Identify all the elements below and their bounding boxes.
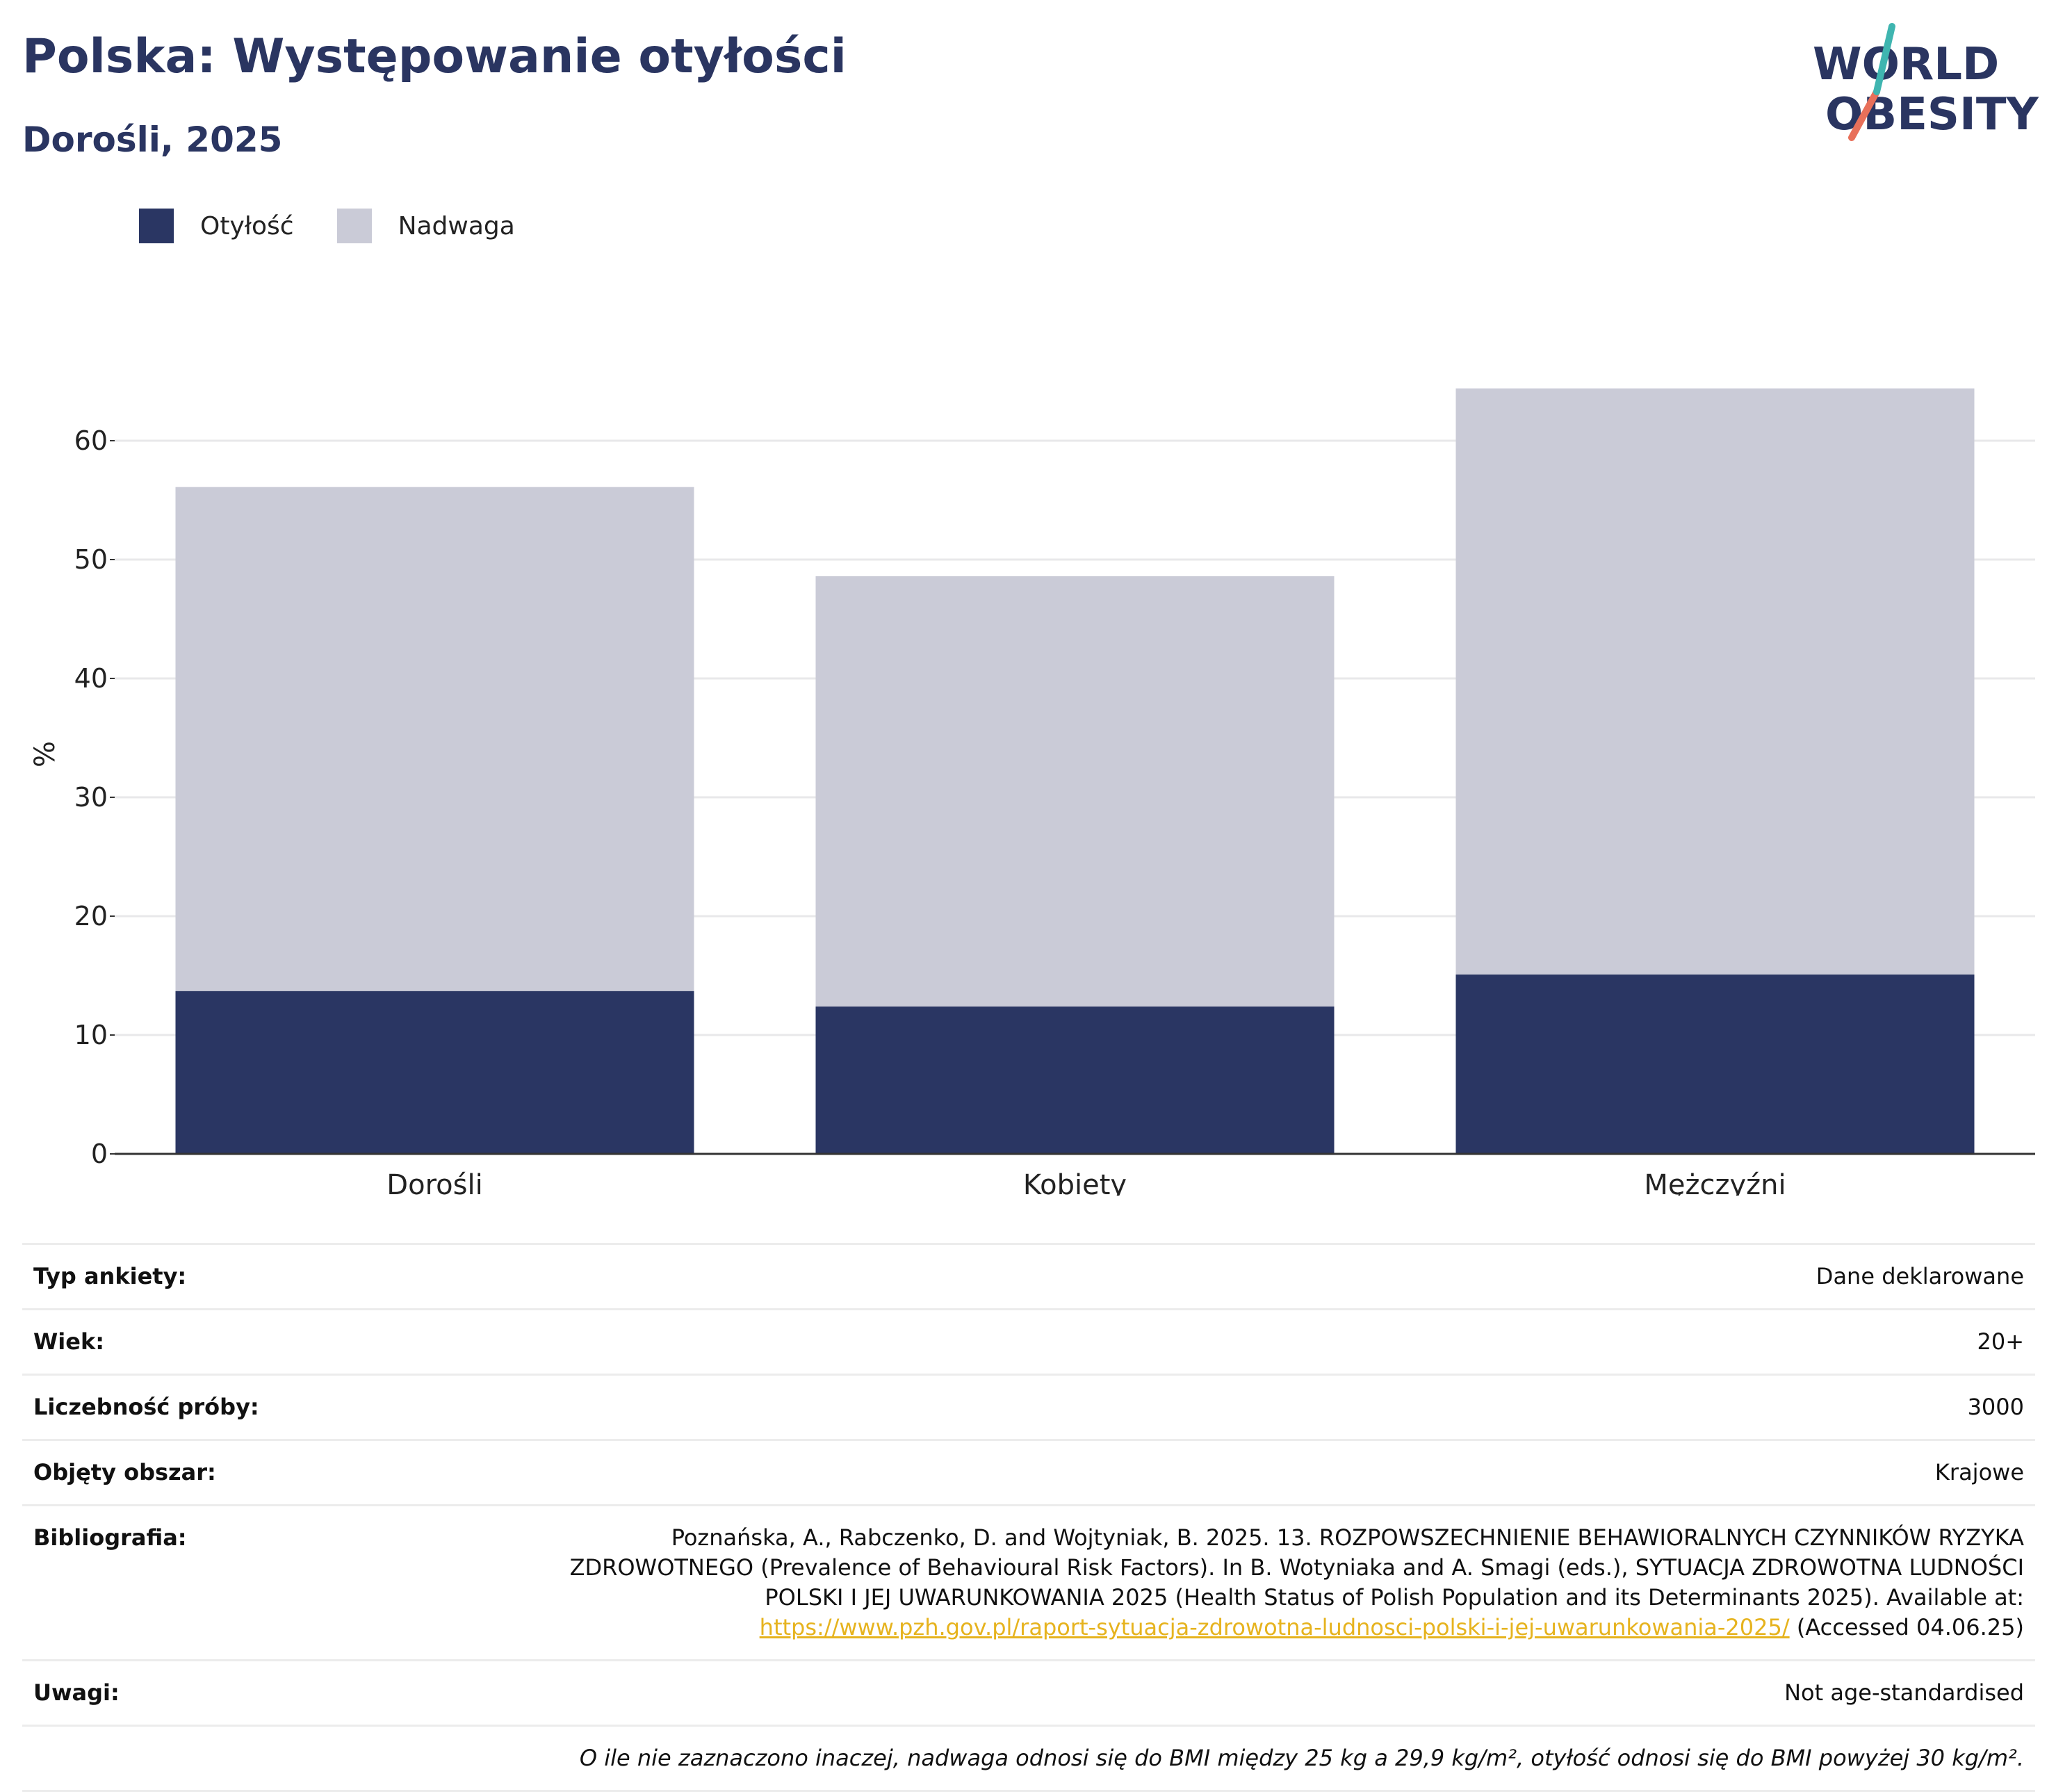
y-tick-label-40: 40 (74, 663, 108, 694)
y-tick-label-30: 30 (74, 782, 108, 813)
meta-row-survey-type: Typ ankiety: Dane deklarowane (22, 1243, 2035, 1308)
bmi-footnote: O ile nie zaznaczono inaczej, nadwaga od… (579, 1745, 2024, 1771)
bar-overweight-0 (175, 487, 694, 991)
legend-item-overweight: Nadwaga (336, 209, 515, 243)
svg-text:WORLD: WORLD (1813, 39, 1999, 90)
meta-row-notes: Uwagi: Not age-standardised (22, 1659, 2035, 1725)
axes: 0 10 20 30 40 50 60 Dorośli Kobiety Mężczyźni (74, 425, 2035, 1196)
y-tick-label-60: 60 (74, 425, 108, 456)
legend-swatch-obesity (139, 209, 174, 243)
legend-item-obesity: Otyłość (139, 209, 294, 243)
meta-key-age: Wiek: (33, 1328, 105, 1355)
meta-key-area: Objęty obszar: (33, 1459, 216, 1485)
y-tick-label-10: 10 (74, 1020, 108, 1050)
meta-key-bibliography: Bibliografia: (33, 1524, 187, 1551)
meta-row-bibliography: Bibliografia: Poznańska, A., Rabczenko, … (22, 1504, 2035, 1659)
bibliography-accessed: (Accessed 04.06.25) (1796, 1614, 2024, 1640)
world-obesity-logo: WORLD OBESITY (1813, 23, 2039, 141)
x-tick-label-1: Kobiety (1023, 1169, 1127, 1196)
bars (175, 388, 1975, 1154)
y-tick-label-50: 50 (74, 544, 108, 575)
x-tick-label-2: Mężczyźni (1644, 1169, 1786, 1196)
bar-obesity-2 (1455, 974, 1975, 1154)
meta-key-sample-size: Liczebność próby: (33, 1394, 259, 1420)
meta-value-sample-size: 3000 (1967, 1394, 2024, 1420)
legend-label-overweight: Nadwaga (398, 211, 515, 241)
chart-title: Polska: Występowanie otyłości (22, 29, 847, 84)
bibliography-link[interactable]: https://www.pzh.gov.pl/raport-sytuacja-z… (759, 1614, 1790, 1640)
meta-key-notes: Uwagi: (33, 1679, 120, 1706)
meta-value-notes: Not age-standardised (1784, 1679, 2024, 1706)
bar-overweight-2 (1455, 388, 1975, 975)
meta-key-survey-type: Typ ankiety: (33, 1263, 187, 1289)
metadata-table: Typ ankiety: Dane deklarowane Wiek: 20+ … (22, 1243, 2035, 1792)
y-tick-label-0: 0 (91, 1139, 108, 1169)
x-tick-label-0: Dorośli (386, 1169, 482, 1196)
meta-row-area: Objęty obszar: Krajowe (22, 1439, 2035, 1504)
bar-overweight-1 (815, 576, 1335, 1007)
meta-value-bibliography: Poznańska, A., Rabczenko, D. and Wojtyni… (537, 1523, 2024, 1643)
stacked-bar-chart: 0 10 20 30 40 50 60 Dorośli Kobiety Mężczyźni % (29, 388, 2035, 1196)
bar-obesity-0 (175, 991, 694, 1154)
meta-value-survey-type: Dane deklarowane (1816, 1263, 2024, 1289)
bar-obesity-1 (815, 1006, 1335, 1154)
meta-row-footnote: O ile nie zaznaczono inaczej, nadwaga od… (22, 1725, 2035, 1792)
bibliography-text: Poznańska, A., Rabczenko, D. and Wojtyni… (569, 1524, 2024, 1611)
legend-swatch-overweight (336, 209, 372, 243)
y-axis-label: % (29, 741, 61, 767)
chart-legend: Otyłość Nadwaga (139, 209, 558, 243)
meta-value-age: 20+ (1977, 1328, 2024, 1355)
meta-value-area: Krajowe (1934, 1459, 2024, 1485)
meta-row-age: Wiek: 20+ (22, 1308, 2035, 1374)
meta-row-sample-size: Liczebność próby: 3000 (22, 1374, 2035, 1439)
legend-label-obesity: Otyłość (200, 211, 294, 241)
y-tick-label-20: 20 (74, 901, 108, 931)
chart-subtitle: Dorośli, 2025 (22, 120, 283, 160)
